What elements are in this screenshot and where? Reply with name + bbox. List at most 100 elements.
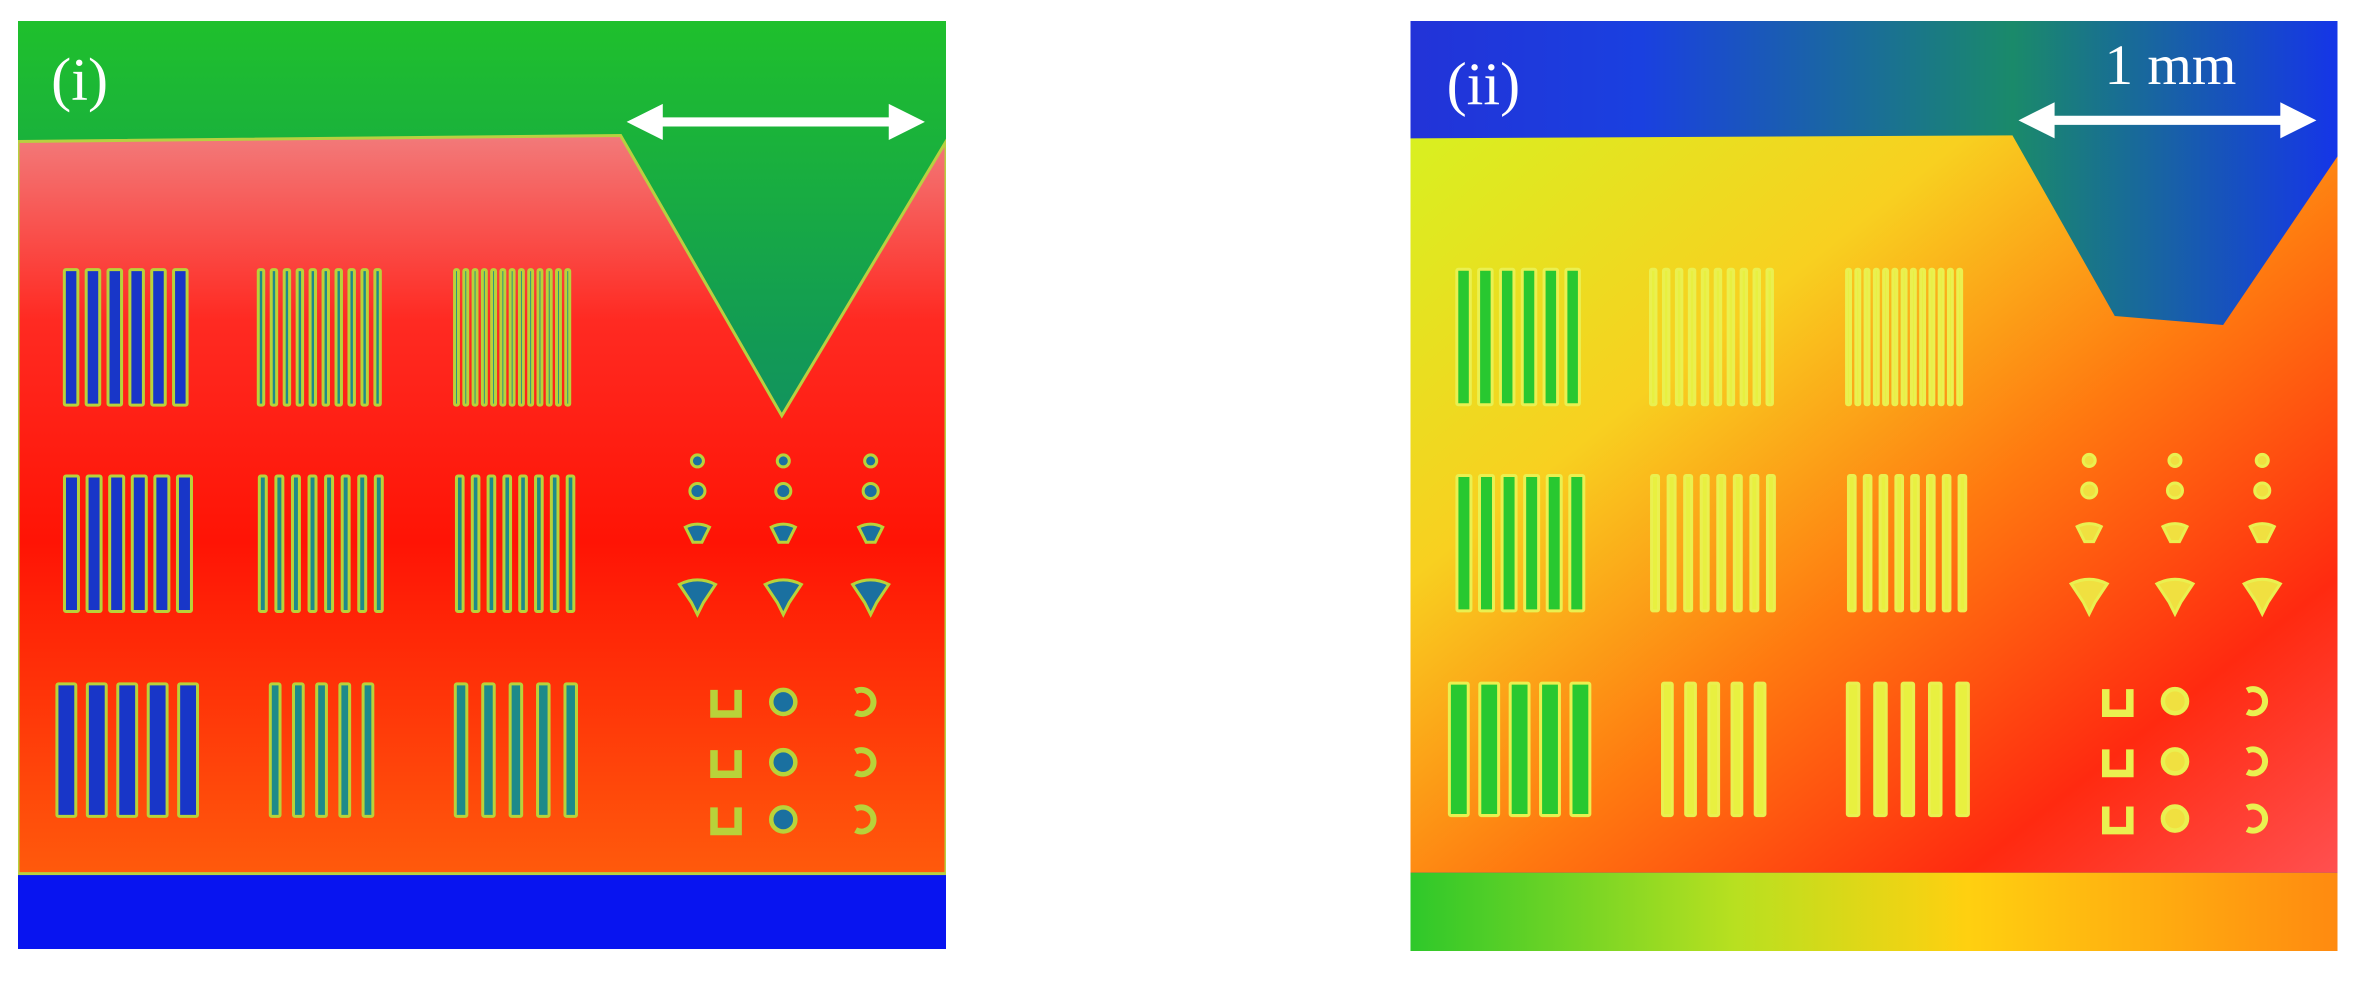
line-feature: [1447, 681, 1470, 818]
line-feature: [361, 682, 375, 818]
line-feature: [1649, 267, 1658, 407]
line-feature: [1730, 681, 1744, 818]
line-feature: [1927, 681, 1943, 818]
dot-feature: [688, 481, 707, 501]
line-feature: [453, 682, 469, 818]
line-feature: [295, 268, 305, 407]
line-feature: [1925, 473, 1936, 613]
sample-body: [18, 133, 946, 876]
line-feature: [324, 474, 335, 614]
shape-feature: [710, 807, 742, 836]
line-feature: [1650, 473, 1661, 613]
sample-body: [1410, 135, 2338, 873]
line-feature: [564, 268, 572, 407]
panel-label: (ii): [1447, 51, 1521, 118]
line-feature: [1700, 267, 1710, 407]
line-feature: [502, 474, 513, 614]
line-feature: [1900, 681, 1916, 818]
shape-feature: [2245, 803, 2269, 834]
dot-feature: [2254, 452, 2270, 468]
line-feature: [549, 474, 560, 614]
panel-label: (i): [51, 46, 108, 113]
line-feature: [470, 474, 481, 614]
line-feature: [1862, 473, 1873, 613]
shape-feature: [677, 578, 718, 618]
shape-feature: [854, 747, 877, 778]
line-feature: [1661, 681, 1674, 818]
line-feature: [1674, 267, 1684, 407]
line-feature: [563, 682, 578, 818]
line-feature: [172, 268, 189, 407]
line-feature: [1846, 473, 1857, 613]
line-feature: [1477, 267, 1494, 407]
dot-feature: [863, 453, 879, 469]
line-feature: [373, 474, 384, 614]
line-feature: [1854, 267, 1862, 407]
line-feature: [291, 682, 305, 818]
arrow-head: [626, 103, 663, 141]
shape-feature: [850, 578, 891, 618]
line-feature: [55, 682, 78, 818]
shape-feature: [769, 522, 798, 544]
line-feature: [150, 268, 167, 407]
line-feature: [1477, 473, 1496, 613]
line-feature: [128, 268, 145, 407]
line-feature: [1957, 473, 1968, 613]
dot-feature: [2080, 481, 2099, 500]
dot-feature: [2165, 481, 2184, 500]
line-feature: [1726, 267, 1736, 407]
line-feature: [1937, 267, 1945, 407]
line-feature: [1873, 681, 1888, 818]
line-feature: [360, 268, 369, 407]
line-feature: [357, 474, 368, 614]
line-feature: [1568, 473, 1586, 613]
line-feature: [1753, 681, 1767, 818]
ring-feature: [768, 805, 798, 834]
line-feature: [1891, 267, 1899, 407]
shape-feature: [2248, 522, 2277, 544]
line-feature: [486, 474, 497, 614]
line-feature: [1894, 473, 1905, 613]
line-feature: [146, 682, 169, 818]
shape-feature: [683, 522, 712, 544]
shape-feature: [2245, 746, 2269, 777]
line-feature: [116, 682, 139, 818]
line-feature: [1713, 267, 1723, 407]
line-feature: [274, 474, 285, 614]
line-feature: [307, 474, 318, 614]
line-feature: [1878, 473, 1889, 613]
ring-feature: [2160, 747, 2190, 776]
dot-feature: [689, 453, 705, 469]
shape-feature: [856, 522, 885, 544]
line-feature: [527, 268, 535, 407]
line-feature: [1739, 267, 1749, 407]
line-feature: [1716, 473, 1727, 613]
line-feature: [1956, 267, 1964, 407]
line-feature: [1919, 267, 1927, 407]
line-feature: [536, 682, 551, 818]
line-feature: [1455, 267, 1472, 407]
line-feature: [290, 474, 301, 614]
line-feature: [1545, 473, 1563, 613]
line-feature: [555, 268, 562, 407]
line-feature: [545, 268, 553, 407]
dot-feature: [2167, 452, 2183, 468]
line-feature: [1520, 267, 1538, 407]
line-feature: [1684, 681, 1697, 818]
shape-feature: [2241, 577, 2283, 618]
line-feature: [1478, 681, 1501, 818]
ring-feature: [2160, 686, 2190, 716]
shape-feature: [854, 804, 877, 835]
line-feature: [453, 268, 460, 407]
shape-feature: [2101, 749, 2134, 778]
line-feature: [536, 268, 544, 407]
line-feature: [1661, 267, 1671, 407]
ring-feature: [768, 747, 798, 777]
line-feature: [334, 268, 343, 407]
line-feature: [1699, 473, 1710, 613]
shape-feature: [2245, 686, 2269, 717]
shape-feature: [854, 686, 877, 717]
panel: (ii) 1 mm: [1410, 21, 2338, 951]
line-feature: [1749, 473, 1760, 613]
